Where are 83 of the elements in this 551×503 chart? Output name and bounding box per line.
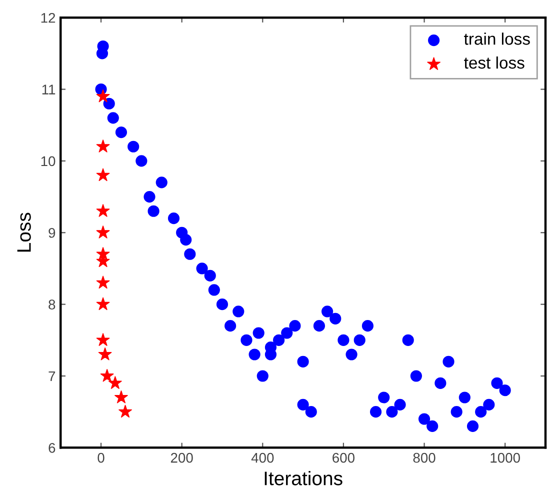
point — [103, 98, 115, 110]
point — [442, 356, 454, 368]
point — [402, 334, 414, 346]
point — [114, 390, 128, 404]
legend-label: test loss — [464, 56, 524, 69]
point — [297, 398, 309, 410]
y-tick-label: 12 — [41, 12, 56, 23]
point — [96, 297, 110, 310]
point — [499, 384, 511, 396]
point — [98, 347, 112, 360]
point — [313, 320, 326, 332]
point — [96, 333, 110, 346]
point — [410, 370, 422, 382]
point — [180, 234, 192, 246]
point — [107, 112, 119, 124]
point — [136, 155, 148, 167]
y-axis-title: Loss — [17, 212, 31, 252]
point — [297, 356, 309, 368]
x-tick-label: 800 — [413, 452, 436, 463]
point — [96, 204, 110, 217]
point — [168, 212, 180, 224]
y-tick-label: 10 — [41, 156, 56, 166]
point — [115, 126, 128, 138]
point — [248, 348, 260, 360]
x-tick-label: 600 — [332, 452, 354, 463]
point — [96, 226, 110, 238]
point — [346, 348, 358, 360]
point — [96, 48, 108, 60]
point — [281, 327, 293, 339]
point — [216, 298, 228, 310]
point — [144, 191, 156, 203]
y-tick-label: 9 — [48, 228, 56, 238]
point — [458, 392, 470, 404]
point — [96, 140, 110, 152]
point — [232, 306, 244, 318]
point — [108, 376, 122, 389]
point — [96, 89, 110, 102]
point — [224, 320, 236, 332]
y-tick-label: 11 — [42, 84, 56, 94]
point — [386, 406, 398, 418]
point — [370, 406, 382, 418]
point — [450, 406, 462, 418]
point — [378, 392, 390, 404]
x-tick-label: 400 — [251, 452, 274, 463]
point — [96, 168, 110, 182]
point — [148, 205, 160, 217]
point — [426, 420, 438, 432]
point — [252, 327, 264, 339]
x-tick-label: 0 — [98, 452, 104, 463]
x-tick-label: 200 — [170, 452, 193, 463]
point — [483, 398, 495, 410]
point — [204, 270, 216, 282]
point — [394, 398, 406, 410]
point — [305, 406, 317, 418]
point — [240, 334, 252, 346]
point — [289, 320, 301, 332]
y-tick-label: 7 — [48, 371, 56, 382]
point — [475, 406, 487, 418]
point — [256, 370, 268, 382]
point — [273, 334, 285, 346]
point — [100, 368, 114, 382]
point — [330, 312, 342, 324]
point — [128, 140, 140, 152]
point — [418, 413, 430, 425]
point — [184, 248, 196, 260]
point — [338, 334, 350, 346]
point — [96, 276, 110, 289]
point — [491, 377, 503, 389]
point — [354, 334, 366, 346]
x-tick-label: 1000 — [490, 452, 520, 463]
x-axis-title: Iterations — [264, 471, 342, 486]
point — [434, 377, 446, 389]
legend-label: train loss — [464, 32, 530, 45]
point — [156, 176, 168, 188]
y-tick-label: 8 — [48, 300, 56, 310]
point — [362, 320, 374, 332]
point — [196, 262, 208, 274]
point — [466, 420, 479, 432]
point — [321, 306, 334, 318]
y-tick-label: 6 — [48, 443, 56, 453]
point — [96, 247, 110, 260]
point — [208, 284, 220, 296]
point — [118, 404, 132, 418]
